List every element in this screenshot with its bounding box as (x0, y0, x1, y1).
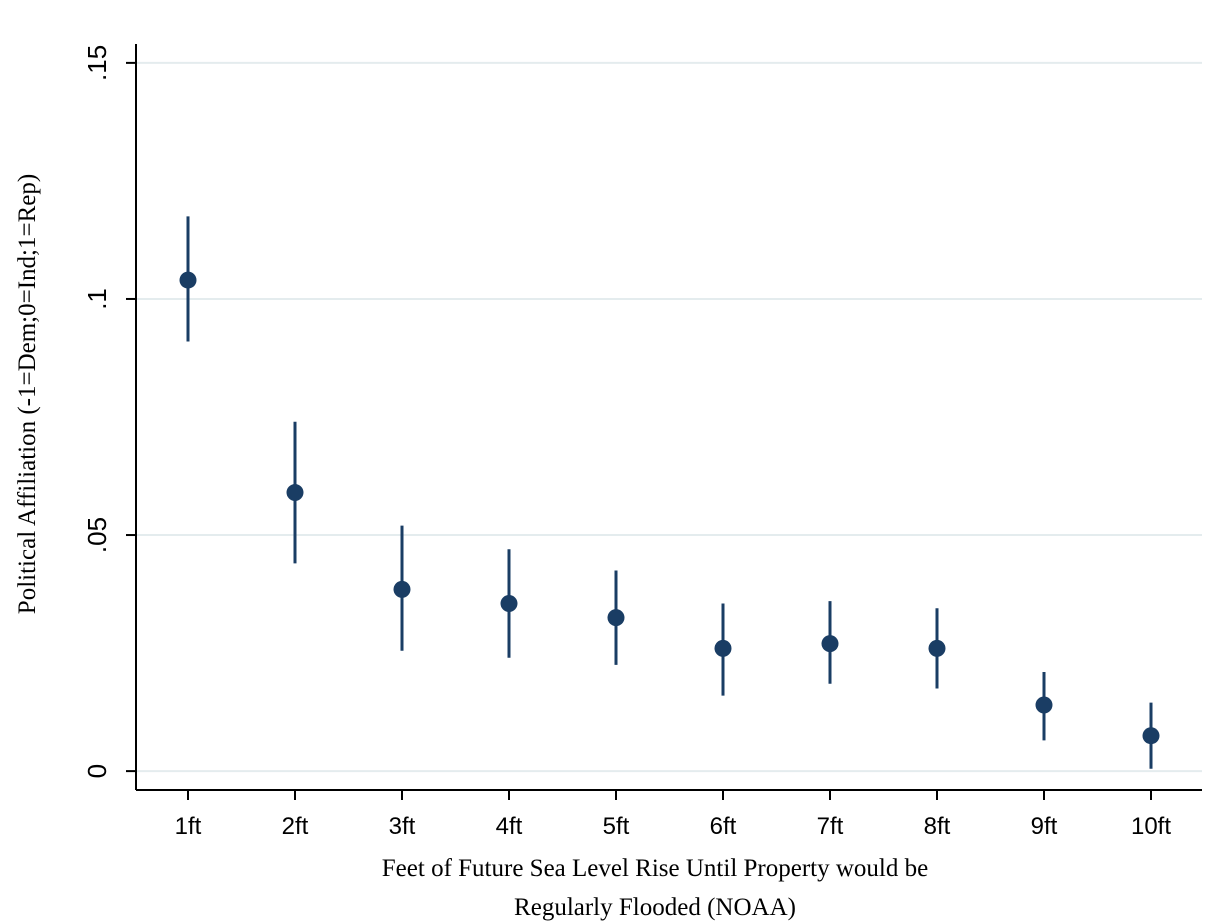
x-tick-label: 9ft (1031, 813, 1058, 840)
data-point (821, 635, 839, 653)
x-ticks: 1ft 2ft 3ft 4ft 5ft 6ft 7ft 8ft 9ft 10ft (175, 790, 1171, 840)
y-tick-label: .15 (82, 45, 112, 81)
data-point (1035, 696, 1053, 714)
x-tick-label: 5ft (603, 813, 630, 840)
y-ticks: 0 .05 .1 .15 (82, 45, 136, 778)
y-tick-label: .1 (82, 288, 112, 310)
y-axis-title: Political Affiliation (-1=Dem;0=Ind;1=Re… (14, 174, 41, 614)
y-tick-label: .05 (82, 517, 112, 553)
x-tick-label: 8ft (924, 813, 951, 840)
data-point (714, 639, 732, 657)
data-point (1142, 727, 1160, 745)
data-point (928, 639, 946, 657)
x-tick-label: 10ft (1131, 813, 1171, 840)
x-axis-title-line-2: Regularly Flooded (NOAA) (514, 894, 796, 921)
x-tick-label: 3ft (389, 813, 416, 840)
data-points (179, 271, 1160, 745)
x-tick-label: 1ft (175, 813, 202, 840)
x-tick-label: 4ft (496, 813, 523, 840)
x-tick-label: 2ft (282, 813, 309, 840)
data-point (393, 580, 411, 598)
y-tick-label: 0 (82, 764, 112, 778)
data-point (179, 271, 197, 289)
x-axis-title-line-1: Feet of Future Sea Level Rise Until Prop… (382, 855, 928, 882)
x-tick-label: 7ft (817, 813, 844, 840)
x-tick-label: 6ft (710, 813, 737, 840)
data-point (286, 484, 304, 502)
axes (135, 44, 1202, 791)
data-point (607, 609, 625, 627)
data-point (500, 595, 518, 612)
gridlines (136, 61, 1202, 773)
